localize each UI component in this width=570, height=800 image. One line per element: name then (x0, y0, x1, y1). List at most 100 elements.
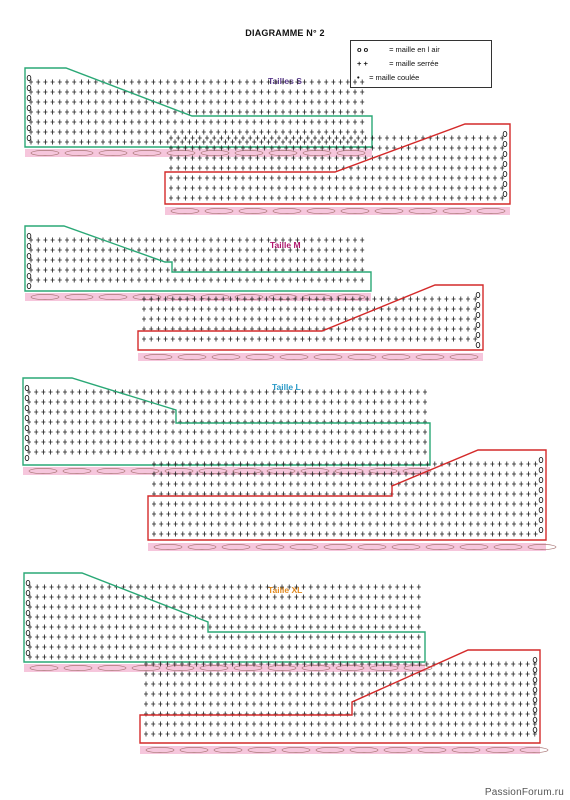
panel-xl-green-stitch (280, 634, 284, 640)
panel-m-red-stitch (322, 316, 326, 322)
panel-xl-red-stitch (525, 721, 530, 727)
panel-m-green-stitch (29, 267, 33, 273)
panel-l-red-stitch (195, 471, 200, 477)
panel-s-green-stitch (187, 99, 192, 105)
panel-l-green-stitch (243, 389, 247, 395)
panel-xl-green-stitch (229, 584, 234, 590)
panel-s-red-stitch (262, 195, 267, 201)
panel-l-green-stitch (221, 449, 226, 455)
panel-s-green-chain-scallop (64, 150, 94, 156)
panel-m-red-stitch (278, 336, 283, 342)
panel-xl-red-stitch (194, 731, 199, 737)
panel-xl-red-stitch (187, 731, 192, 737)
panel-xl-green-stitch (366, 624, 371, 630)
panel-xl-red-edge-chain (532, 726, 538, 734)
panel-m-red-stitch (394, 306, 398, 312)
panel-l-red-stitch (332, 481, 336, 487)
panel-m-red-stitch (314, 336, 319, 342)
panel-l-green-stitch (271, 429, 276, 435)
panel-l-green-stitch (307, 389, 312, 395)
panel-s-red-stitch (176, 175, 181, 181)
panel-l-red-stitch (216, 511, 221, 517)
panel-l-green-stitch (293, 439, 298, 445)
panel-s-green-stitch (72, 119, 77, 125)
panel-xl-green-stitch (388, 594, 392, 600)
panel-xl-green-stitch (380, 644, 385, 650)
panel-xl-red-stitch (511, 681, 516, 687)
panel-xl-red-stitch (345, 691, 350, 697)
panel-s-red-stitch (370, 145, 375, 151)
panel-l-red-stitch (497, 531, 502, 537)
panel-xl-red-stitch (223, 661, 228, 667)
panel-s-green-stitch (122, 129, 127, 135)
panel-s-red-stitch (269, 155, 274, 161)
panel-s-green-stitch (209, 129, 213, 135)
panel-m-green-edge-chain (26, 262, 32, 270)
panel-s-green-stitch (173, 99, 177, 105)
panel-xl-red-stitch (525, 681, 530, 687)
panel-m-green-stitch (237, 257, 242, 263)
panel-l-red-stitch (389, 461, 394, 467)
panel-xl-red-stitch (288, 691, 292, 697)
panel-xl-red-stitch (223, 701, 228, 707)
panel-xl-green-stitch (143, 654, 148, 660)
panel-s-green-stitch (331, 99, 336, 105)
panel-l-green-stitch (185, 439, 190, 445)
panel-xl-red-stitch (381, 731, 386, 737)
panel-s-green-stitch (288, 109, 293, 115)
panel-l-green-stitch (329, 409, 334, 415)
panel-l-red-stitch (267, 521, 272, 527)
panel-xl-red-stitch (338, 701, 343, 707)
panel-l-green-stitch (185, 389, 190, 395)
panel-l-red-stitch (497, 471, 502, 477)
panel-s-green-stitch (266, 119, 271, 125)
panel-xl-red-stitch (396, 711, 400, 717)
panel-xl-green-stitch (71, 654, 76, 660)
panel-xl-green-stitch (330, 604, 335, 610)
panel-xl-green-stitch (85, 594, 90, 600)
panel-m-red-stitch (437, 336, 442, 342)
panel-l-red-stitch (389, 521, 394, 527)
panel-l-green-stitch (142, 449, 147, 455)
panel-xl-green-stitch (172, 594, 176, 600)
panel-l-green-stitch (34, 429, 39, 435)
panel-s-red-stitch (385, 155, 389, 161)
panel-l-green-stitch (192, 409, 197, 415)
panel-s-green-stitch (29, 109, 33, 115)
panel-m-green-stitch (137, 237, 141, 243)
panel-s-red-stitch (190, 135, 195, 141)
panel-xl-red-stitch (230, 721, 235, 727)
panel-l-red-stitch (245, 521, 250, 527)
panel-xl-red-stitch (518, 671, 523, 677)
panel-s-red-stitch (241, 145, 245, 151)
panel-l-green-stitch (84, 389, 89, 395)
panel-m-green-stitch (86, 247, 91, 253)
panel-l-red-stitch (512, 501, 516, 507)
panel-l-green-stitch (293, 449, 298, 455)
panel-l-red-stitch (339, 471, 344, 477)
panel-xl-red-stitch (259, 701, 264, 707)
panel-m-green-stitch (223, 247, 228, 253)
panel-xl-green-stitch (107, 624, 112, 630)
panel-xl-red-stitch (446, 661, 451, 667)
panel-l-green-stitch (394, 389, 399, 395)
panel-m-green-stitch (338, 257, 343, 263)
panel-s-red-stitch (233, 135, 238, 141)
panel-m-green-stitch (180, 257, 185, 263)
panel-l-red-stitch (180, 521, 185, 527)
panel-s-red-stitch (349, 155, 353, 161)
panel-xl-red-stitch (295, 711, 300, 717)
panel-xl-red-stitch (518, 681, 523, 687)
panel-m-red-stitch (286, 306, 290, 312)
panel-xl-green-stitch (388, 644, 392, 650)
panel-l-green-stitch (415, 399, 420, 405)
panel-xl-green-stitch (373, 594, 378, 600)
panel-xl-green-stitch (352, 634, 356, 640)
panel-l-red-stitch (533, 511, 538, 517)
panel-xl-green-stitch (100, 614, 104, 620)
panel-l-green-stitch (250, 409, 255, 415)
panel-xl-green-stitch (193, 584, 198, 590)
panel-l-red-stitch (180, 471, 185, 477)
panel-xl-green-stitch (330, 654, 335, 660)
panel-l-green-stitch (307, 409, 312, 415)
